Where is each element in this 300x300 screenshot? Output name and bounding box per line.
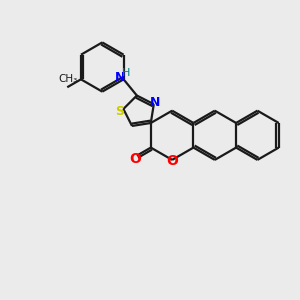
Text: CH₃: CH₃ xyxy=(58,74,78,84)
Text: O: O xyxy=(129,152,141,166)
Text: N: N xyxy=(115,71,125,84)
Text: S: S xyxy=(115,105,124,118)
Text: N: N xyxy=(150,96,160,109)
Text: H: H xyxy=(122,68,131,78)
Text: O: O xyxy=(166,154,178,168)
